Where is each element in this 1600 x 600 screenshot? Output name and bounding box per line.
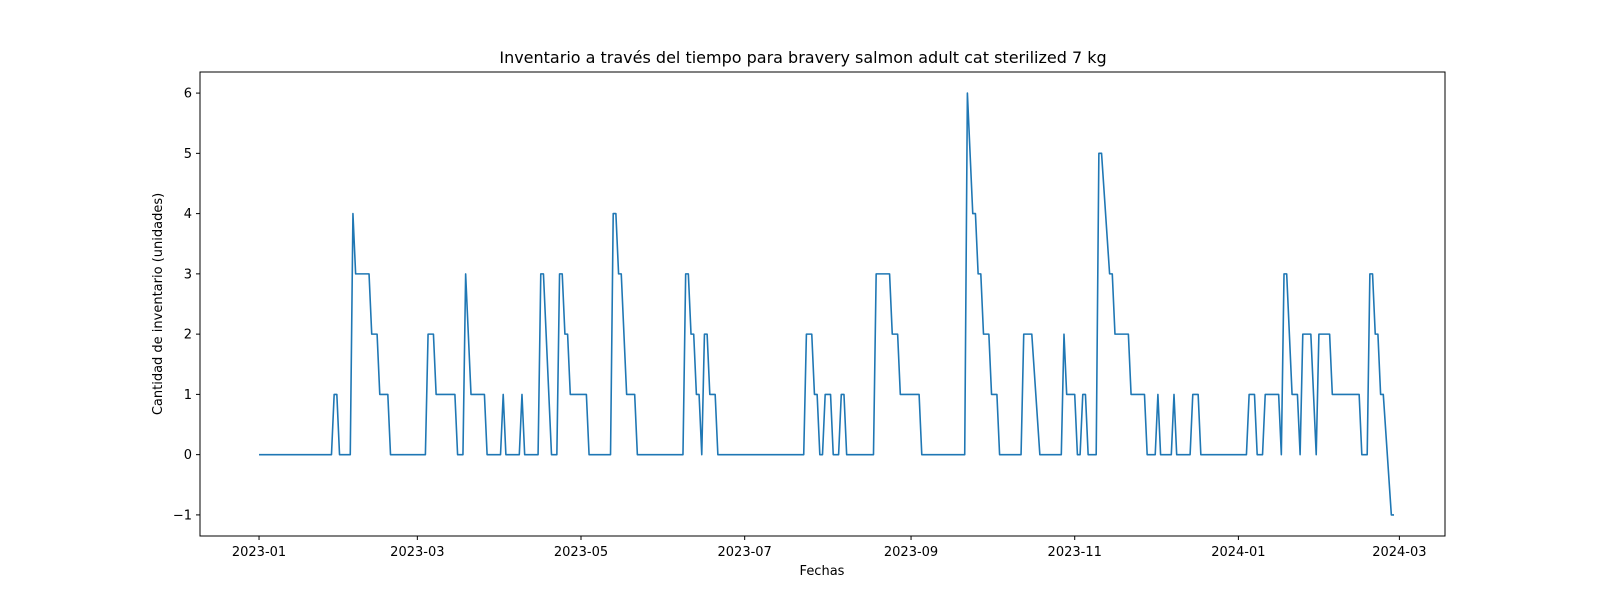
chart-title: Inventario a través del tiempo para brav… bbox=[499, 48, 1106, 67]
y-tick-label: 0 bbox=[184, 448, 192, 463]
plot-frame bbox=[199, 71, 1446, 537]
y-tick-label: 5 bbox=[184, 147, 192, 162]
y-axis-label: Cantidad de inventario (unidades) bbox=[151, 193, 166, 415]
inventory-series-line bbox=[259, 92, 1395, 516]
x-tick-label: 2023-09 bbox=[884, 545, 938, 560]
y-tick-label: 3 bbox=[184, 267, 192, 282]
x-tick-label: 2023-03 bbox=[390, 545, 444, 560]
y-tick-label: 4 bbox=[184, 207, 192, 222]
x-tick-label: 2024-03 bbox=[1372, 545, 1426, 560]
x-tick-label: 2023-05 bbox=[554, 545, 608, 560]
y-tick-label: −1 bbox=[173, 508, 192, 523]
y-tick-label: 6 bbox=[184, 87, 192, 102]
y-tick-label: 1 bbox=[184, 388, 192, 403]
x-tick-label: 2023-11 bbox=[1048, 545, 1102, 560]
x-axis-label: Fechas bbox=[800, 564, 845, 579]
x-tick-label: 2023-07 bbox=[718, 545, 772, 560]
x-tick-label: 2023-01 bbox=[232, 545, 286, 560]
x-tick-label: 2024-01 bbox=[1211, 545, 1265, 560]
y-tick-label: 2 bbox=[184, 328, 192, 343]
